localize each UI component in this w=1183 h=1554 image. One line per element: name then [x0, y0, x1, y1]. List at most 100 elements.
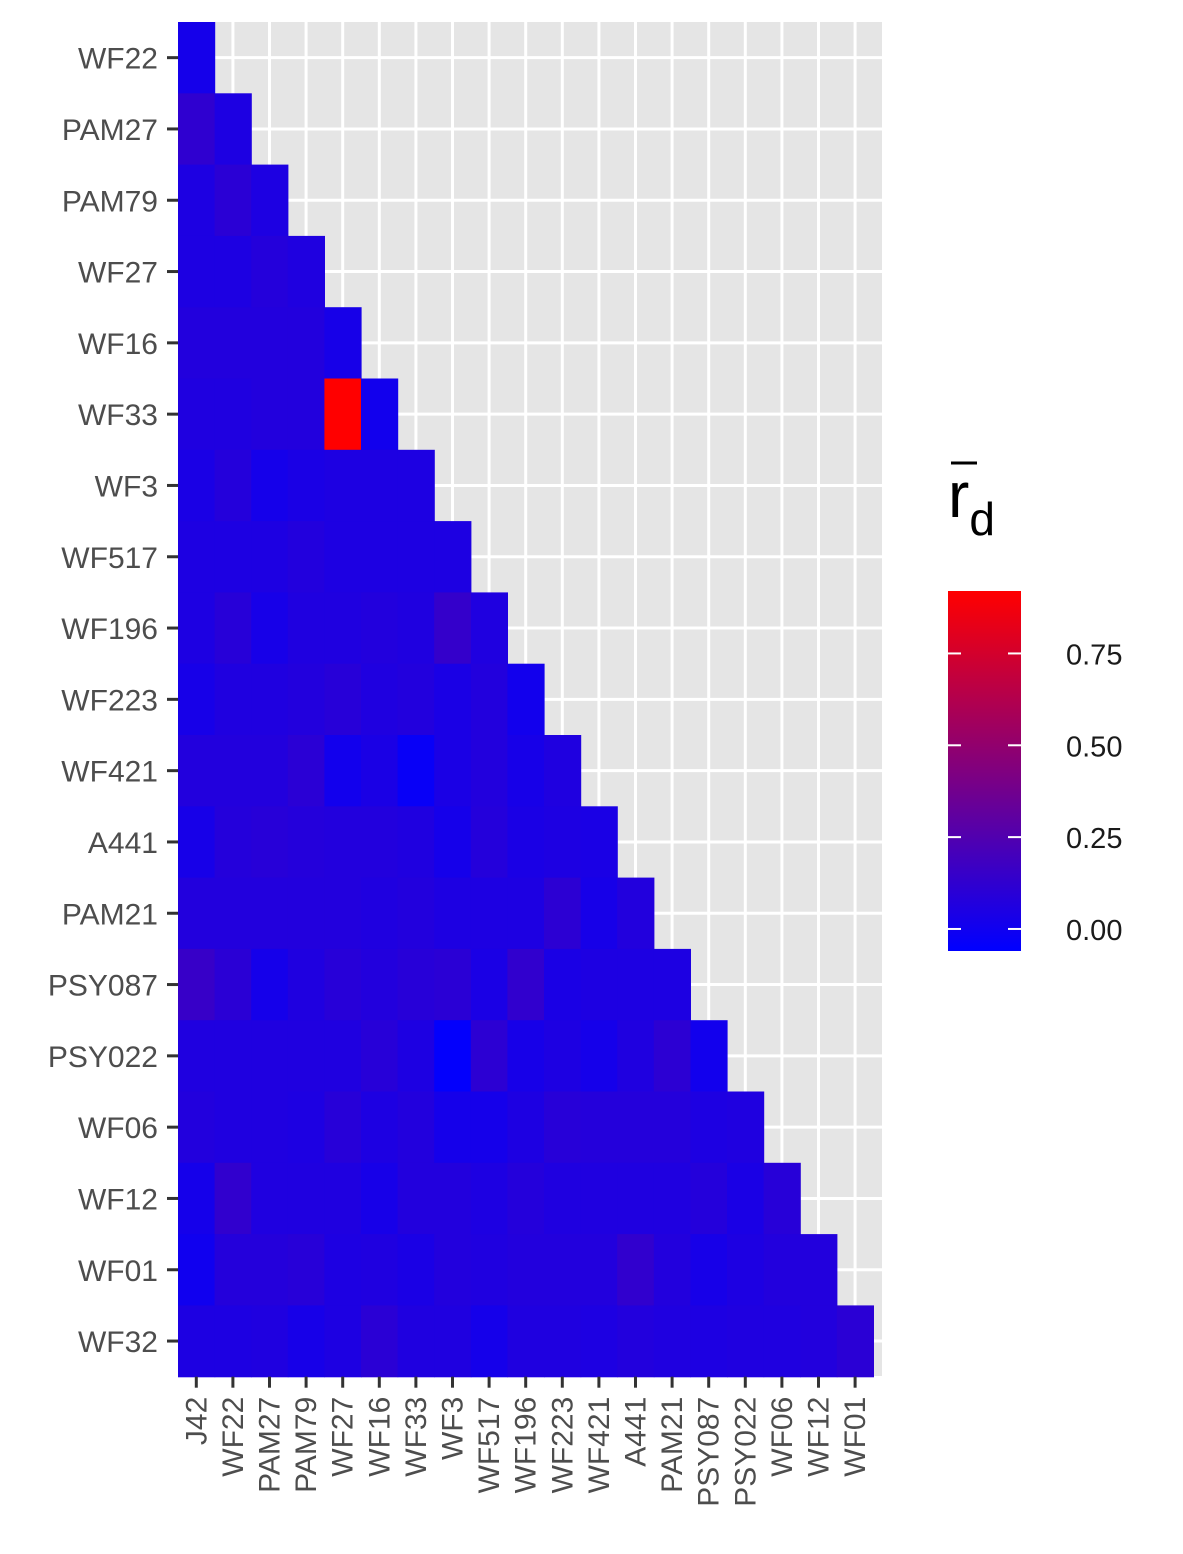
heatmap-cell: [361, 1020, 399, 1093]
heatmap-cell: [178, 307, 216, 380]
heatmap-cell: [251, 449, 289, 522]
heatmap-cell: [178, 1091, 216, 1164]
heatmap-cell: [580, 806, 618, 879]
heatmap-cell: [361, 806, 399, 879]
heatmap-cell: [324, 378, 362, 451]
x-tick-label: WF16: [363, 1397, 396, 1477]
heatmap-cell: [544, 1305, 582, 1378]
heatmap-cell: [178, 1162, 216, 1235]
legend-break-label: 0.75: [1066, 639, 1122, 671]
heatmap-cell: [214, 378, 252, 451]
heatmap-cell: [214, 1162, 252, 1235]
legend-ticks: 0.00 0.25 0.50 0.75: [948, 639, 1122, 947]
heatmap-cell: [470, 663, 508, 736]
legend-colorbar: [948, 591, 1021, 951]
heatmap-cell: [617, 1091, 655, 1164]
heatmap-cell: [727, 1091, 765, 1164]
heatmap-cell: [544, 1091, 582, 1164]
heatmap-cell: [361, 948, 399, 1021]
heatmap-cell: [324, 1020, 362, 1093]
y-tick-label: WF33: [78, 399, 158, 432]
heatmap-cell: [251, 1305, 289, 1378]
y-tick-label: WF27: [78, 257, 158, 290]
heatmap-cell: [324, 449, 362, 522]
heatmap-cell: [617, 1234, 655, 1306]
heatmap-cell: [544, 806, 582, 879]
x-axis: J42 WF22 PAM27 PAM79 WF27 WF16 WF33 WF3 WF517 WF1…: [180, 1376, 872, 1507]
heatmap-cell: [251, 948, 289, 1021]
heatmap-cell: [214, 521, 252, 593]
x-tick-label: A441: [620, 1397, 653, 1467]
heatmap-cell: [617, 948, 655, 1021]
heatmap-cell: [287, 663, 325, 736]
y-tick-label: WF22: [78, 43, 158, 76]
heatmap-cell: [617, 877, 655, 950]
x-tick-label: WF517: [473, 1397, 506, 1494]
x-tick-label: WF3: [437, 1397, 470, 1460]
heatmap-cell: [434, 806, 472, 879]
heatmap-cell: [544, 1020, 582, 1093]
heatmap-cell: [361, 1162, 399, 1235]
heatmap-cells: [178, 22, 874, 1378]
heatmap-cell: [361, 1305, 399, 1378]
heatmap-cell: [397, 521, 435, 593]
heatmap-cell: [580, 1091, 618, 1164]
heatmap-cell: [580, 1020, 618, 1093]
heatmap-cell: [507, 1091, 545, 1164]
heatmap-cell: [251, 592, 289, 665]
heatmap-cell: [287, 235, 325, 308]
heatmap-cell: [324, 1091, 362, 1164]
heatmap-cell: [397, 1305, 435, 1378]
heatmap-cell: [214, 1234, 252, 1306]
heatmap-cell: [287, 307, 325, 380]
heatmap-cell: [324, 1162, 362, 1235]
heatmap-cell: [580, 877, 618, 950]
y-tick-label: WF3: [95, 470, 158, 503]
heatmap-cell: [544, 735, 582, 807]
heatmap-cell: [653, 1020, 691, 1093]
heatmap-cell: [251, 735, 289, 807]
heatmap-cell: [214, 735, 252, 807]
x-tick-label: PAM27: [254, 1397, 287, 1493]
y-tick-label: WF421: [61, 756, 158, 789]
heatmap-cell: [434, 663, 472, 736]
heatmap-cell: [653, 1234, 691, 1306]
heatmap-cell: [251, 235, 289, 308]
heatmap-cell: [214, 663, 252, 736]
heatmap-cell: [361, 877, 399, 950]
color-legend: rd 0.00 0.25 0.50 0.75: [948, 459, 1122, 951]
heatmap-cell: [653, 1162, 691, 1235]
heatmap-cell: [434, 877, 472, 950]
heatmap-cell: [470, 1091, 508, 1164]
heatmap-cell: [836, 1305, 874, 1378]
heatmap-cell: [324, 877, 362, 950]
heatmap-cell: [544, 877, 582, 950]
heatmap-cell: [361, 1234, 399, 1306]
heatmap-cell: [324, 592, 362, 665]
heatmap-cell: [214, 1091, 252, 1164]
y-tick-label: WF223: [61, 684, 158, 717]
y-tick-label: PAM27: [62, 114, 158, 147]
heatmap-cell: [434, 1234, 472, 1306]
heatmap-cell: [617, 1162, 655, 1235]
heatmap-cell: [397, 663, 435, 736]
heatmap-cell: [470, 1234, 508, 1306]
heatmap-cell: [251, 1162, 289, 1235]
x-tick-label: WF22: [217, 1397, 250, 1477]
heatmap-cell: [544, 1234, 582, 1306]
heatmap-cell: [214, 806, 252, 879]
heatmap-cell: [690, 1162, 728, 1235]
heatmap-cell: [397, 1234, 435, 1306]
x-tick-label: WF33: [400, 1397, 433, 1477]
heatmap-cell: [178, 663, 216, 736]
heatmap-cell: [324, 521, 362, 593]
heatmap-cell: [214, 948, 252, 1021]
x-tick-label: PAM21: [656, 1397, 689, 1493]
heatmap-cell: [178, 22, 216, 94]
heatmap-cell: [397, 592, 435, 665]
heatmap-cell: [214, 877, 252, 950]
heatmap-cell: [287, 521, 325, 593]
heatmap-cell: [361, 1091, 399, 1164]
x-tick-label: PAM79: [290, 1397, 323, 1493]
heatmap-cell: [434, 735, 472, 807]
